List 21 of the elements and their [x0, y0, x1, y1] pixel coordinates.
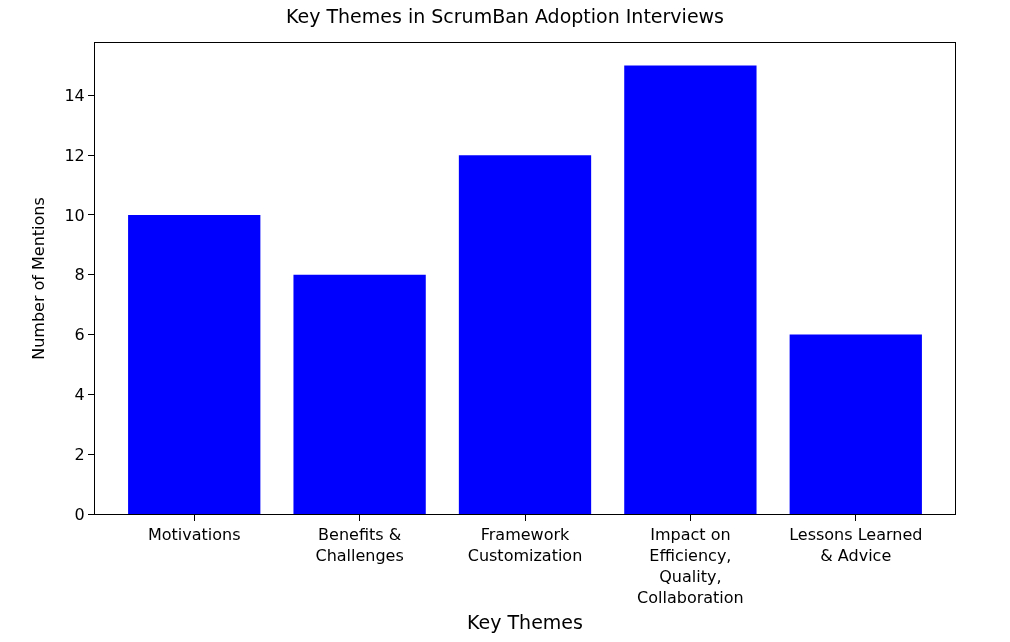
y-tick-label: 6 [74, 325, 85, 345]
x-tick-label: Lessons Learned & Advice [789, 525, 923, 565]
x-tick-label: Impact on Efficiency, Quality, Collaboration [637, 525, 744, 607]
chart-title: Key Themes in ScrumBan Adoption Interviews [285, 4, 725, 27]
y-tick-label: 2 [74, 444, 85, 464]
bar [624, 65, 757, 514]
bar [458, 155, 592, 514]
y-tick-label: 0 [74, 504, 85, 524]
y-tick-label: 10 [64, 205, 85, 225]
x-axis-title: Key Themes [467, 611, 583, 634]
x-tick-label: Motivations [147, 525, 241, 545]
y-tick-label: 12 [64, 145, 85, 165]
bar [293, 274, 426, 514]
y-tick-label: 8 [74, 265, 85, 285]
x-tick-label: Framework Customization [467, 525, 583, 565]
y-axis-title: Number of Mentions [29, 197, 49, 360]
x-tick-label: Benefits & Challenges [315, 525, 404, 565]
y-tick-label: 14 [64, 85, 85, 105]
y-tick-label: 4 [74, 384, 85, 404]
bar [128, 214, 261, 514]
bar [789, 334, 922, 514]
